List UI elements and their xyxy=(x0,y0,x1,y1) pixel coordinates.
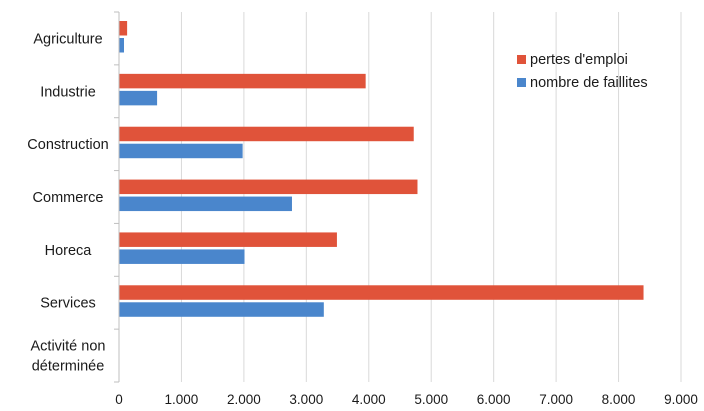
bar-pertes-emploi xyxy=(119,126,414,142)
gridlines xyxy=(180,12,682,382)
category-label: Horeca xyxy=(45,243,93,259)
x-tick-label: 8.000 xyxy=(602,392,636,407)
bar-pertes-emploi xyxy=(119,179,418,195)
axes xyxy=(114,11,120,383)
category-label: Commerce xyxy=(33,190,104,206)
x-tick-label: 0 xyxy=(115,392,123,407)
x-tick-label: 9.000 xyxy=(664,392,698,407)
category-label: déterminée xyxy=(32,359,105,375)
x-tick-label: 2.000 xyxy=(227,392,261,407)
x-tick-label: 5.000 xyxy=(414,392,448,407)
bar-nombre-faillites xyxy=(119,143,243,159)
x-tick-label: 4.000 xyxy=(352,392,386,407)
bar-nombre-faillites xyxy=(119,249,245,264)
bar-nombre-faillites xyxy=(119,196,292,212)
legend: pertes d'emploi nombre de faillites xyxy=(517,52,648,91)
x-tick-label: 7.000 xyxy=(539,392,573,407)
bar-pertes-emploi xyxy=(119,232,337,247)
category-label: Agriculture xyxy=(33,31,102,47)
bar-nombre-faillites xyxy=(119,302,324,317)
x-tick-label: 6.000 xyxy=(477,392,511,407)
category-label: Construction xyxy=(27,137,108,153)
legend-swatch xyxy=(517,78,526,87)
category-label: Services xyxy=(40,296,96,312)
legend-swatch xyxy=(517,55,526,64)
x-tick-labels: 0 1.000 2.000 3.000 4.000 5.000 6.000 7.000 8.00… xyxy=(115,392,698,407)
category-labels: Agriculture Industrie Construction Commerce… xyxy=(27,31,108,374)
legend-label: pertes d'emploi xyxy=(530,52,628,68)
category-label: Industrie xyxy=(40,84,96,100)
bar-pertes-emploi xyxy=(119,21,128,36)
bar-nombre-faillites xyxy=(119,90,158,106)
bar-nombre-faillites xyxy=(119,38,124,53)
category-label: Activité non xyxy=(31,339,106,355)
bars xyxy=(119,21,644,317)
bar-pertes-emploi xyxy=(119,285,644,300)
x-tick-label: 1.000 xyxy=(165,392,199,407)
legend-label: nombre de faillites xyxy=(530,75,648,91)
x-tick-label: 3.000 xyxy=(289,392,323,407)
bar-pertes-emploi xyxy=(119,73,366,89)
